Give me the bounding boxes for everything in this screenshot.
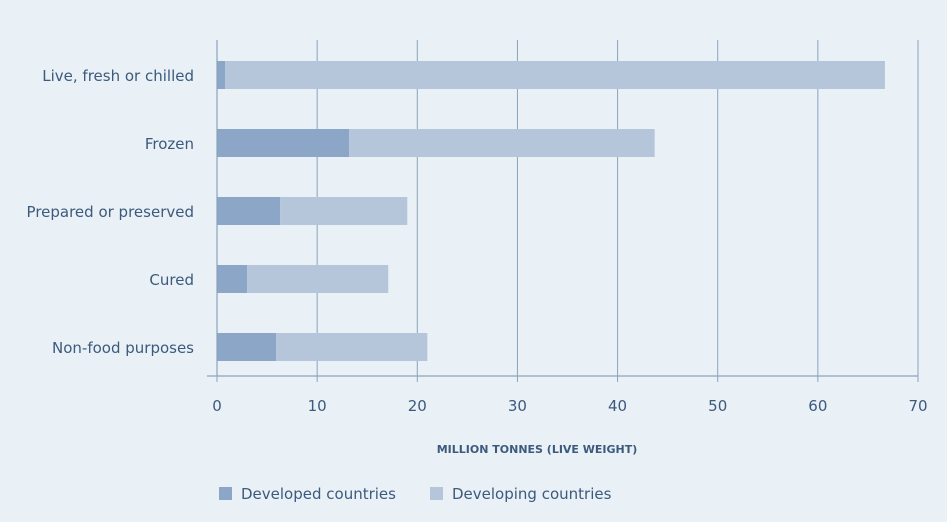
x-tick-label: 70 <box>908 397 927 415</box>
bar-developed <box>217 333 277 361</box>
bar-developed <box>217 265 248 293</box>
category-label: Live, fresh or chilled <box>42 67 194 85</box>
bar-developed <box>217 61 226 89</box>
legend-swatch-developed <box>219 487 232 500</box>
x-tick-label: 20 <box>408 397 427 415</box>
bar-developed <box>217 197 281 225</box>
legend-swatch-developing <box>430 487 443 500</box>
legend-label-developing: Developing countries <box>452 485 612 503</box>
x-axis-label: MILLION TONNES (LIVE WEIGHT) <box>437 443 638 456</box>
bar-developing <box>280 197 408 225</box>
category-label: Prepared or preserved <box>27 203 194 221</box>
bar-developing <box>276 333 428 361</box>
bar-developing <box>247 265 389 293</box>
x-tick-label: 30 <box>508 397 527 415</box>
bar-developing <box>349 129 655 157</box>
x-tick-label: 10 <box>308 397 327 415</box>
bar-developed <box>217 129 350 157</box>
x-tick-label: 40 <box>608 397 627 415</box>
x-tick-label: 0 <box>212 397 222 415</box>
bar-developing <box>225 61 885 89</box>
x-tick-label: 50 <box>708 397 727 415</box>
legend-label-developed: Developed countries <box>241 485 396 503</box>
x-tick-label: 60 <box>808 397 827 415</box>
category-label: Cured <box>149 271 194 289</box>
category-label: Frozen <box>145 135 194 153</box>
category-label: Non-food purposes <box>52 339 194 357</box>
